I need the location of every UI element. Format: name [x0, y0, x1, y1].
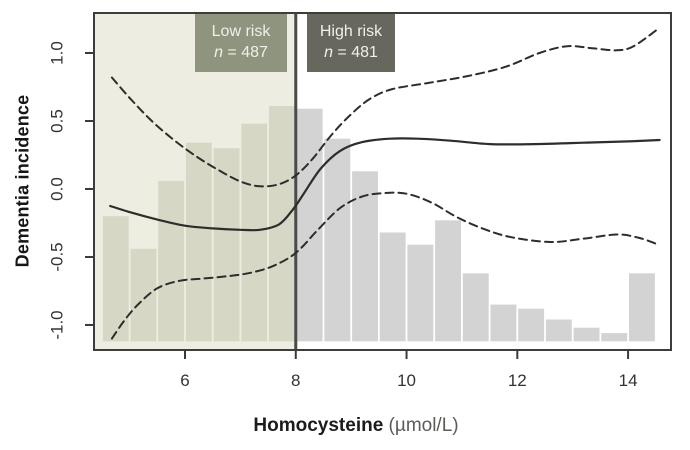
- histogram-bar: [185, 142, 212, 342]
- histogram-bar: [490, 304, 517, 342]
- low-risk-n-value: = 487: [222, 44, 268, 61]
- x-tick-label: 10: [397, 371, 416, 390]
- low-risk-count: n = 487: [214, 43, 268, 64]
- low-risk-label-box: Low risk n = 487: [195, 14, 287, 72]
- ci-lower: [110, 191, 660, 340]
- histogram-bar: [435, 220, 461, 342]
- x-axis-title-name: Homocysteine: [253, 415, 384, 436]
- ci-upper: [110, 27, 660, 188]
- x-tick-label: 12: [508, 371, 527, 390]
- x-axis-title-unit: (µmol/L): [383, 415, 459, 436]
- histogram-bar: [213, 148, 240, 342]
- high-risk-label-box: High risk n = 481: [307, 14, 395, 72]
- histogram-bar: [324, 138, 351, 342]
- y-tick-label: 1.0: [47, 41, 66, 65]
- high-risk-n-value: = 481: [332, 44, 378, 61]
- low-risk-n-symbol: n: [214, 44, 223, 61]
- x-tick-label: 6: [180, 371, 189, 390]
- histogram-bar: [158, 180, 185, 342]
- histogram-bar: [518, 308, 545, 342]
- plot-frame: [93, 12, 672, 351]
- histogram-bar: [379, 232, 406, 342]
- x-axis-title: Homocysteine (µmol/L): [253, 415, 458, 437]
- histogram-bar: [462, 273, 489, 342]
- high-risk-title: High risk: [319, 23, 383, 41]
- histogram-bar: [352, 171, 378, 342]
- histogram-bar: [296, 108, 323, 342]
- high-risk-n-symbol: n: [324, 44, 333, 61]
- histogram-bar: [130, 248, 157, 342]
- histogram-bar: [545, 319, 572, 342]
- low-risk-title: Low risk: [211, 23, 271, 41]
- x-tick-label: 14: [619, 371, 638, 390]
- y-tick-label: 0.0: [47, 177, 66, 201]
- y-axis-title: Dementia incidence: [12, 94, 33, 268]
- histogram-bar: [601, 333, 628, 342]
- x-tick-label: 8: [291, 371, 300, 390]
- y-tick-label: 0.5: [47, 109, 66, 133]
- y-tick-label: -0.5: [47, 242, 66, 271]
- histogram-bar: [407, 244, 434, 342]
- histogram-bar: [102, 216, 129, 342]
- histogram-bar: [629, 273, 655, 342]
- y-tick-label: -1.0: [47, 310, 66, 339]
- fit-line: [109, 137, 661, 232]
- high-risk-count: n = 481: [324, 43, 378, 64]
- histogram-bar: [573, 327, 600, 342]
- histogram-bar: [241, 123, 268, 342]
